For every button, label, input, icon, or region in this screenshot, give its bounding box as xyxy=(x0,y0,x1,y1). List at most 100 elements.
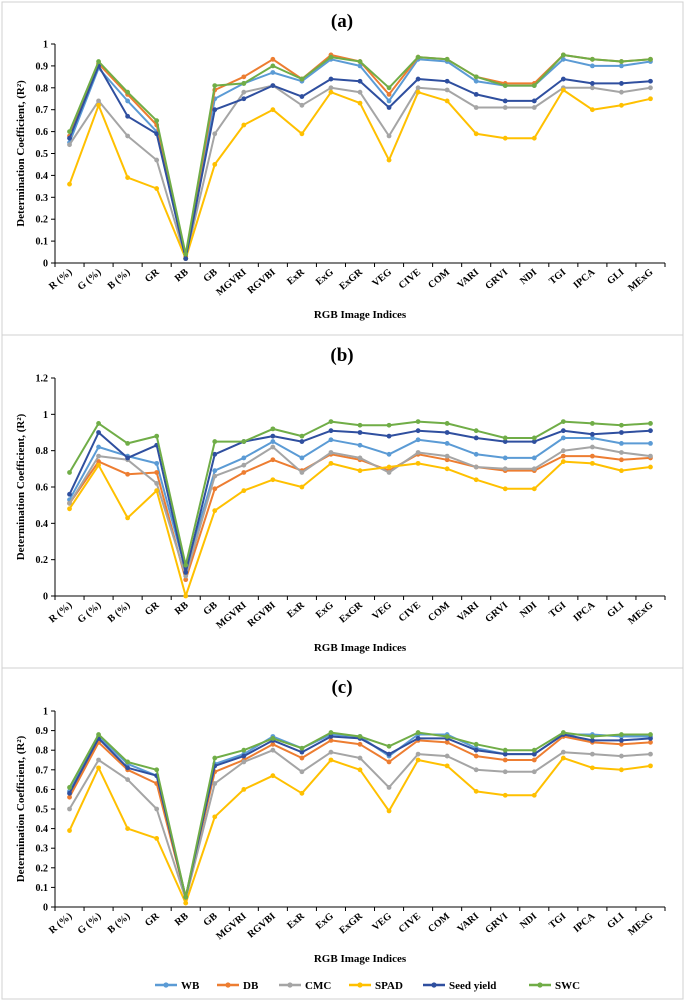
data-point-db xyxy=(589,453,595,459)
x-tick-label: NDI xyxy=(518,911,539,931)
data-point-cmc xyxy=(415,85,421,91)
data-point-spad xyxy=(386,157,392,163)
data-point-db xyxy=(444,457,450,463)
data-point-cmc xyxy=(502,466,508,472)
data-point-cmc xyxy=(415,450,421,455)
data-point-seed-yield xyxy=(299,439,305,444)
data-point-db xyxy=(183,577,189,583)
data-point-seed-yield xyxy=(299,749,305,755)
x-tick-label: R (%) xyxy=(47,267,74,292)
data-point-cmc xyxy=(648,751,653,757)
data-point-cmc xyxy=(444,453,450,459)
chart-panel-b: (b) 0 0.2 0.4 0.6 0.8 1 1.2 R (%) G (%) B (%) GR RB G… xyxy=(15,345,666,654)
data-point-swc xyxy=(357,734,363,739)
data-point-spad xyxy=(270,773,276,779)
data-point-wb xyxy=(386,98,392,104)
data-point-swc xyxy=(589,56,595,62)
data-point-swc xyxy=(96,421,101,426)
data-point-seed-yield xyxy=(648,428,653,434)
data-point-db xyxy=(619,457,624,463)
x-tick-label: COM xyxy=(426,267,452,291)
data-point-cmc xyxy=(444,753,450,759)
y-axis-title: Determination Coefficient, (R²) xyxy=(15,80,27,227)
legend-label-seed: Seed yield xyxy=(449,980,496,992)
data-point-spad xyxy=(560,459,566,464)
data-point-wb xyxy=(531,455,537,461)
data-point-swc xyxy=(560,52,566,58)
data-point-seed-yield xyxy=(386,105,392,110)
data-point-db xyxy=(386,91,392,97)
y-tick-label: 0.9 xyxy=(36,726,49,737)
x-tick-label: RGVBI xyxy=(246,267,278,297)
x-tick-label: G (%) xyxy=(76,267,104,293)
data-point-cmc xyxy=(357,89,363,95)
data-point-cmc xyxy=(212,131,218,137)
data-point-spad xyxy=(212,162,218,167)
data-point-db xyxy=(270,741,276,747)
x-tick-label: ExG xyxy=(314,267,336,288)
data-point-cmc xyxy=(183,573,189,579)
y-tick-label: 1 xyxy=(43,40,48,51)
data-point-swc xyxy=(299,433,305,439)
data-point-seed-yield xyxy=(502,98,508,104)
data-point-seed-yield xyxy=(531,98,537,104)
series-line-cmc xyxy=(68,84,651,260)
data-point-wb xyxy=(473,78,479,84)
data-point-swc xyxy=(444,421,450,426)
data-point-cmc xyxy=(299,470,305,475)
data-point-cmc xyxy=(96,757,101,763)
data-point-spad xyxy=(502,486,508,492)
x-tick-label: MExG xyxy=(626,600,655,627)
x-tick-label: VARI xyxy=(455,267,481,291)
data-point-swc xyxy=(531,435,537,441)
data-point-swc xyxy=(241,747,247,753)
data-point-cmc xyxy=(589,751,595,757)
data-point-swc xyxy=(473,741,479,747)
data-point-cmc xyxy=(241,89,247,95)
y-tick-label: 0.6 xyxy=(36,785,49,796)
y-tick-label: 0 xyxy=(43,592,48,603)
data-point-seed-yield xyxy=(270,83,276,89)
data-point-spad xyxy=(589,107,595,113)
data-point-seed-yield xyxy=(589,81,595,86)
x-tick-label: ExR xyxy=(285,910,307,931)
x-tick-label: IPCA xyxy=(572,599,598,624)
x-tick-label: G (%) xyxy=(76,911,104,937)
x-tick-label: GRVI xyxy=(483,600,510,625)
data-point-swc xyxy=(531,747,537,753)
data-point-cmc xyxy=(560,749,566,755)
data-point-spad xyxy=(589,460,595,466)
x-tick-label: IPCA xyxy=(572,910,598,935)
data-point-wb xyxy=(96,444,101,450)
data-point-db xyxy=(473,753,479,759)
x-tick-label: NDI xyxy=(518,600,539,620)
x-tick-label: GLI xyxy=(605,267,626,287)
data-point-swc xyxy=(357,422,363,428)
x-tick-label: RGVBI xyxy=(246,911,278,941)
data-point-cmc xyxy=(648,453,653,459)
legend-marker-spad xyxy=(357,982,363,988)
data-point-seed-yield xyxy=(183,256,189,262)
y-tick-label: 0.8 xyxy=(36,446,49,457)
data-point-seed-yield xyxy=(67,135,72,141)
data-point-wb xyxy=(270,439,276,444)
data-point-wb xyxy=(386,451,392,457)
x-tick-label: TGI xyxy=(547,600,568,620)
data-point-swc xyxy=(648,421,653,426)
y-tick-label: 0.1 xyxy=(36,883,49,894)
x-tick-label: GLI xyxy=(605,600,626,620)
data-point-cmc xyxy=(270,444,276,450)
data-point-cmc xyxy=(67,806,72,812)
data-point-spad xyxy=(473,788,479,794)
x-tick-label: MGVRI xyxy=(214,267,248,298)
data-point-db xyxy=(154,470,160,475)
data-point-wb xyxy=(589,63,595,69)
x-tick-label: VEG xyxy=(370,911,394,933)
data-point-cmc xyxy=(531,769,537,775)
data-point-wb xyxy=(212,468,218,474)
data-point-swc xyxy=(473,74,479,80)
data-point-seed-yield xyxy=(415,428,421,434)
data-point-swc xyxy=(357,59,363,64)
data-point-spad xyxy=(619,102,624,108)
